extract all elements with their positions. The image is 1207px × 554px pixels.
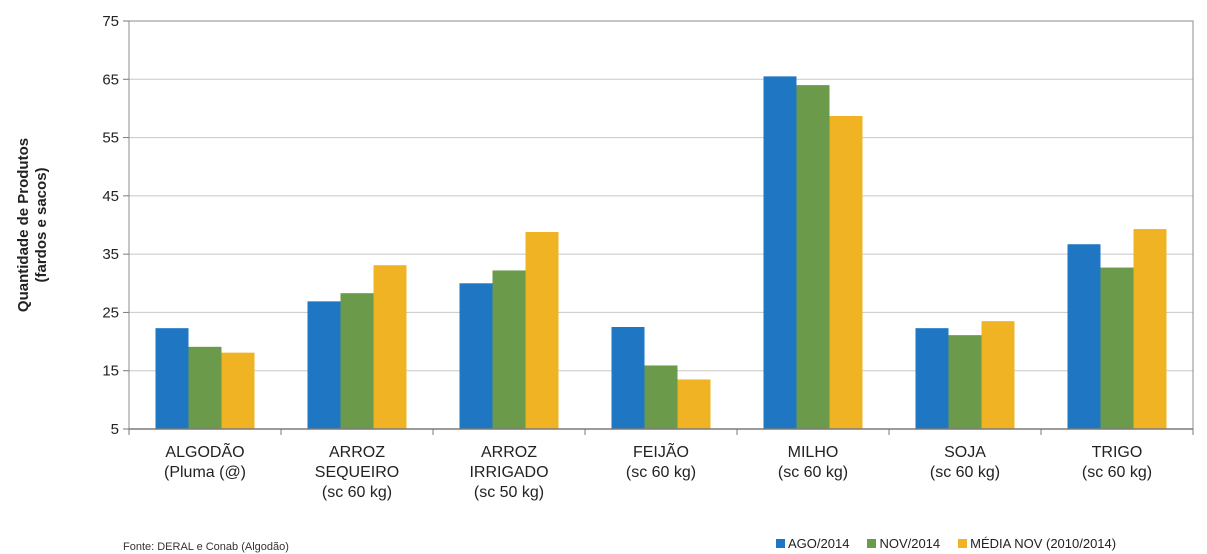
y-tick-label: 25	[102, 304, 119, 321]
bar	[459, 283, 493, 429]
legend-label: NOV/2014	[879, 536, 941, 551]
y-tick-label: 5	[111, 421, 119, 438]
bar	[188, 346, 222, 429]
bar	[1100, 267, 1134, 429]
y-axis-title: Quantidade de Produtos(fardos e sacos)	[15, 138, 50, 312]
bar	[525, 231, 559, 429]
x-tick-label: FEIJÃO (sc 60 kg)	[626, 441, 696, 481]
x-tick-labels: ALGODÃO (Pluma (@) ARROZ SEQUEIRO (sc 60 kg)…	[164, 441, 1152, 501]
bar	[981, 321, 1015, 429]
legend-label: MÉDIA NOV (2010/2014)	[970, 536, 1117, 551]
x-tick-label: ARROZ SEQUEIRO (sc 60 kg)	[315, 444, 399, 501]
bar	[340, 293, 374, 429]
axes	[123, 20, 1194, 435]
gridlines	[129, 20, 1193, 372]
y-tick-label: 75	[102, 13, 119, 30]
x-tick-label: MILHO (sc 60 kg)	[778, 444, 848, 481]
bar	[796, 85, 830, 429]
bar	[763, 76, 797, 429]
x-tick-label: ALGODÃO (Pluma (@)	[164, 441, 246, 481]
x-tick-label: TRIGO (sc 60 kg)	[1082, 444, 1152, 481]
bar	[1133, 229, 1167, 429]
y-tick-label: 45	[102, 188, 119, 205]
bar	[829, 116, 863, 430]
legend-item: MÉDIA NOV (2010/2014)	[958, 536, 1116, 551]
bars	[155, 76, 1167, 430]
bar	[948, 335, 982, 429]
legend-swatch	[958, 539, 968, 548]
bar	[611, 327, 645, 429]
bar	[155, 328, 189, 429]
legend: AGO/2014 NOV/2014 MÉDIA NOV (2010/2014)	[776, 536, 1116, 551]
legend-item: NOV/2014	[867, 536, 940, 551]
bar	[677, 379, 711, 429]
y-tick-label: 15	[102, 363, 119, 380]
y-axis-label: Quantidade de Produtos(fardos e sacos)	[15, 138, 50, 312]
y-tick-label: 35	[102, 246, 119, 263]
bar	[644, 365, 678, 429]
x-tick-label: ARROZ IRRIGADO (sc 50 kg)	[469, 444, 548, 501]
bar	[1067, 244, 1101, 429]
y-tick-label: 55	[102, 130, 119, 147]
y-tick-label: 65	[102, 71, 119, 88]
bar	[307, 301, 341, 429]
legend-swatch	[867, 539, 877, 548]
legend-swatch	[776, 539, 785, 548]
bar	[915, 328, 949, 429]
y-tick-labels: 5 15 25 35 45 55 65 75	[102, 13, 119, 438]
legend-item: AGO/2014	[776, 536, 849, 551]
x-tick-label: SOJA (sc 60 kg)	[930, 444, 1000, 481]
bar	[492, 270, 526, 429]
bar	[221, 352, 255, 429]
source-note: Fonte: DERAL e Conab (Algodão)	[123, 541, 289, 553]
bar	[373, 265, 407, 429]
legend-label: AGO/2014	[788, 536, 850, 551]
